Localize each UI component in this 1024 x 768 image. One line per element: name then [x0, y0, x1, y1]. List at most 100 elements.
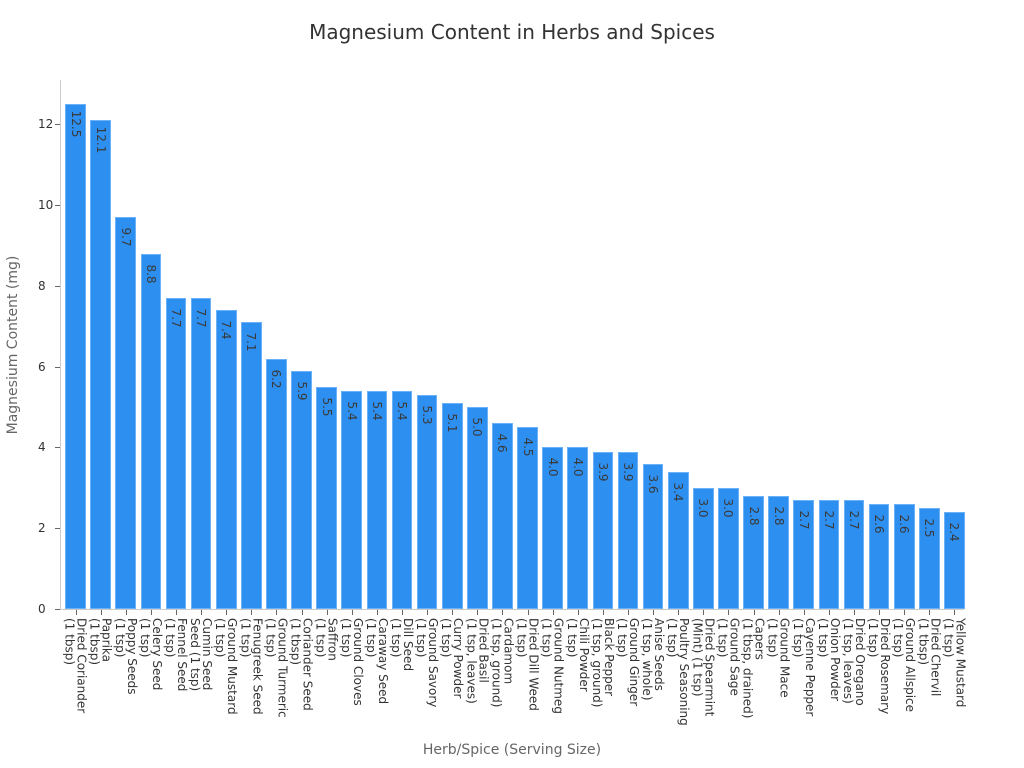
bar-value-label: 7.7 [168, 308, 183, 328]
x-tick-label: Fenugreek Seed (1 tsp) [238, 618, 265, 715]
bar: 5.0 [467, 407, 488, 609]
x-tick-label: Ground Allspice (1 tsp) [891, 618, 918, 713]
bar: 4.5 [517, 427, 538, 609]
bar: 12.1 [90, 120, 111, 609]
bar-value-label: 3.9 [595, 461, 610, 482]
x-axis-line [60, 609, 964, 610]
bar: 2.7 [843, 499, 865, 609]
x-tick [125, 610, 127, 615]
bar: 7.7 [190, 298, 212, 609]
bar: 2.5 [919, 508, 940, 609]
x-tick-label: Dill Seed (1 tsp) [389, 618, 415, 672]
bar-value-label: 2.7 [846, 510, 861, 530]
x-tick [75, 610, 77, 615]
y-tick-label: 12 [38, 117, 54, 132]
x-tick [577, 610, 579, 615]
x-tick-label: Dried Oregano (1 tsp, leaves) [841, 618, 867, 706]
x-axis-label: Herb/Spice (Serving Size) [422, 742, 602, 758]
x-tick-label: Celery Seed (1 tsp) [137, 618, 164, 691]
bar-value-label: 8.8 [143, 264, 158, 284]
x-tick [276, 610, 278, 615]
x-tick-label: Curry Powder (1 tsp) [439, 618, 466, 699]
x-tick [251, 610, 253, 615]
x-tick [427, 610, 429, 615]
bar-value-label: 5.0 [470, 417, 485, 437]
bar: 5.4 [341, 390, 363, 609]
x-tick-label: Ground Ginger (1 tsp) [615, 618, 641, 707]
bar-value-label: 9.7 [118, 227, 133, 247]
y-tick-label: 6 [38, 359, 46, 374]
y-tick [55, 205, 60, 207]
bar: 2.6 [868, 504, 890, 609]
x-tick [728, 610, 730, 615]
x-tick-label: Ground Sage (1 tsp) [715, 618, 742, 696]
y-tick-label: 4 [38, 440, 46, 455]
bar-value-label: 5.9 [294, 381, 309, 401]
x-tick [376, 610, 378, 615]
bar: 3.0 [693, 487, 714, 609]
y-tick [55, 366, 60, 368]
x-tick-label: Cardamom (1 tsp, ground) [489, 618, 516, 708]
y-tick [55, 528, 60, 530]
x-tick [628, 610, 629, 615]
bar-value-label: 5.4 [369, 401, 384, 421]
x-tick [502, 610, 504, 615]
bar-value-label: 2.5 [922, 518, 937, 538]
x-tick [351, 610, 353, 615]
x-tick-label: Ground Turmeric (1 tsp) [263, 618, 290, 718]
y-axis-label: Magnesium Content (mg) [5, 255, 21, 435]
bar-value-label: 7.1 [244, 332, 259, 352]
x-tick-label: Dried Rosemary (1 tsp) [866, 618, 893, 715]
bar: 5.3 [416, 394, 438, 609]
bar-value-label: 2.8 [771, 506, 786, 526]
x-tick [552, 610, 554, 615]
x-tick-label: Poppy Seeds (1 tsp) [112, 618, 139, 695]
bar: 2.8 [743, 495, 764, 609]
bar: 5.1 [441, 403, 463, 609]
bar: 5.4 [391, 390, 413, 609]
y-axis-line [60, 80, 61, 609]
bar-value-label: 7.4 [219, 320, 234, 340]
x-tick-label: Dried Basil (1 tsp, leaves) [464, 618, 491, 704]
x-tick-label: Paprika (1 tbsp) [87, 618, 114, 666]
bar-value-label: 5.5 [319, 397, 334, 417]
bar-value-label: 2.4 [947, 522, 962, 542]
x-tick [452, 610, 454, 615]
bar: 2.7 [793, 499, 815, 609]
bar-value-label: 3.4 [671, 482, 686, 502]
bar-value-label: 7.7 [194, 308, 209, 328]
x-tick-label: Dried Spearmint (Mint) (1 tsp) [690, 618, 717, 717]
x-tick-label: Yellow Mustard (1 tsp) [941, 618, 968, 708]
bar: 4.6 [492, 423, 513, 609]
bar: 2.7 [818, 499, 840, 609]
x-tick [803, 610, 805, 615]
bar-value-label: 3.6 [646, 474, 661, 494]
plot-area: 0 2 4 6 8 10 12 12.5 Dried Coriander (1 tbsp) 12.… [38, 80, 967, 726]
bar: 3.9 [617, 451, 639, 609]
y-tick [55, 609, 60, 610]
chart-title: Magnesium Content in Herbs and Spices [309, 20, 715, 44]
bar-value-label: 3.0 [721, 498, 736, 518]
y-tick-label: 10 [38, 198, 54, 213]
bar-value-label: 2.6 [872, 514, 887, 534]
bar-value-label: 4.0 [570, 457, 585, 478]
bar: 5.4 [366, 390, 388, 609]
bar-value-label: 5.1 [445, 413, 460, 433]
x-tick [954, 610, 956, 615]
bar: 5.5 [316, 386, 337, 609]
x-tick-label: Saffron (1 tsp) [313, 618, 340, 661]
bar-value-label: 5.4 [344, 401, 359, 421]
x-tick [879, 610, 881, 615]
x-tick [402, 610, 403, 615]
bar: 7.4 [215, 310, 237, 609]
bar-value-label: 12.1 [93, 127, 108, 154]
bar-value-label: 3.0 [696, 498, 711, 518]
bar: 2.6 [893, 504, 915, 609]
bar: 8.8 [140, 253, 162, 609]
bar-value-label: 6.2 [269, 369, 284, 389]
x-tick-label: Coriander Seed (1 tbsp) [288, 618, 315, 711]
bar: 2.8 [768, 495, 789, 609]
x-tick-label: Cayenne Pepper (1 tsp) [790, 618, 817, 717]
bar: 5.9 [291, 370, 312, 609]
x-tick-label: Anise Seeds (1 tsp, whole) [640, 618, 667, 701]
